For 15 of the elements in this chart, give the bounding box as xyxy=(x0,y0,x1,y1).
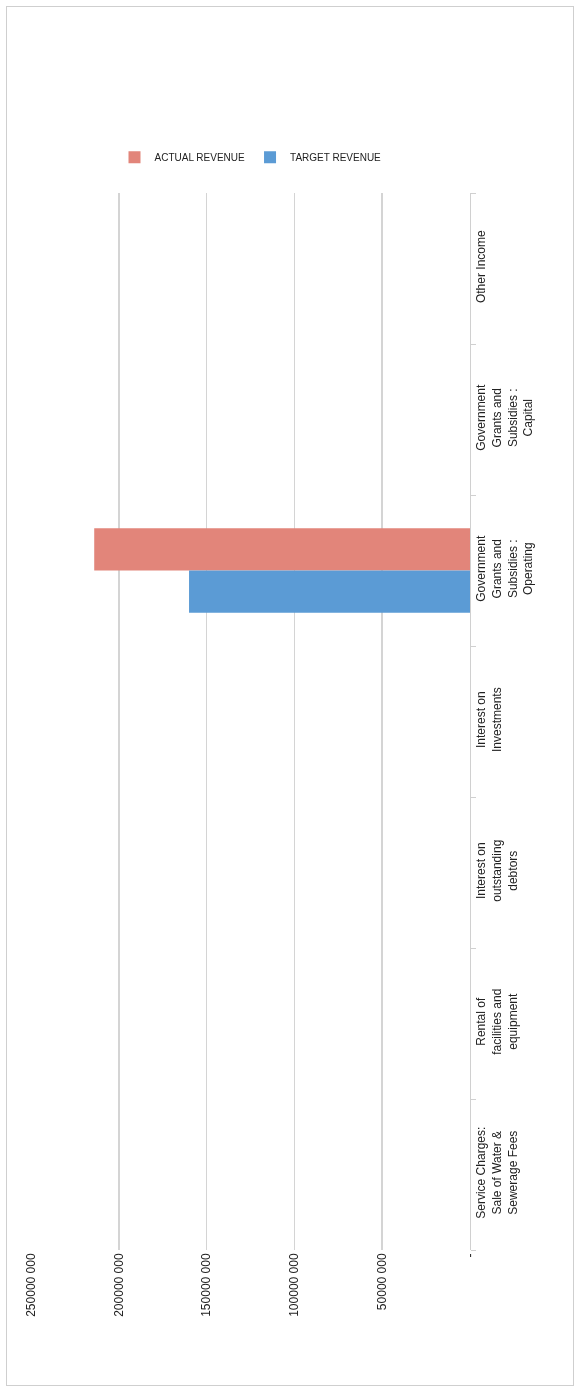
x-tick-label: 200000 000 xyxy=(111,1253,126,1317)
y-tick-label: Other Income xyxy=(474,230,489,304)
x-tick-label: 150000 000 xyxy=(199,1253,214,1317)
y-tick-label: Interest on outstanding debtors xyxy=(474,839,520,902)
legend-label: TARGET REVENUE xyxy=(290,152,382,164)
y-tick-label: Government Grants and Subsidies : Capital xyxy=(474,384,536,451)
y-tick-label: Rental of facilities and equipment xyxy=(474,988,520,1055)
y-tick-label: Interest on Investments xyxy=(474,687,504,753)
y-tick-label: Service Charges: Sale of Water & Sewerage Fees xyxy=(474,1126,520,1219)
x-tick-label: 50000 000 xyxy=(375,1253,390,1311)
x-tick-label: 250000 000 xyxy=(23,1253,38,1317)
y-tick-label: Government Grants and Subsidies : Operating xyxy=(474,535,536,602)
x-tick-label: 100000 000 xyxy=(287,1253,302,1317)
x-tick-label: - xyxy=(462,1253,477,1258)
legend-label: ACTUAL REVENUE xyxy=(154,152,246,164)
